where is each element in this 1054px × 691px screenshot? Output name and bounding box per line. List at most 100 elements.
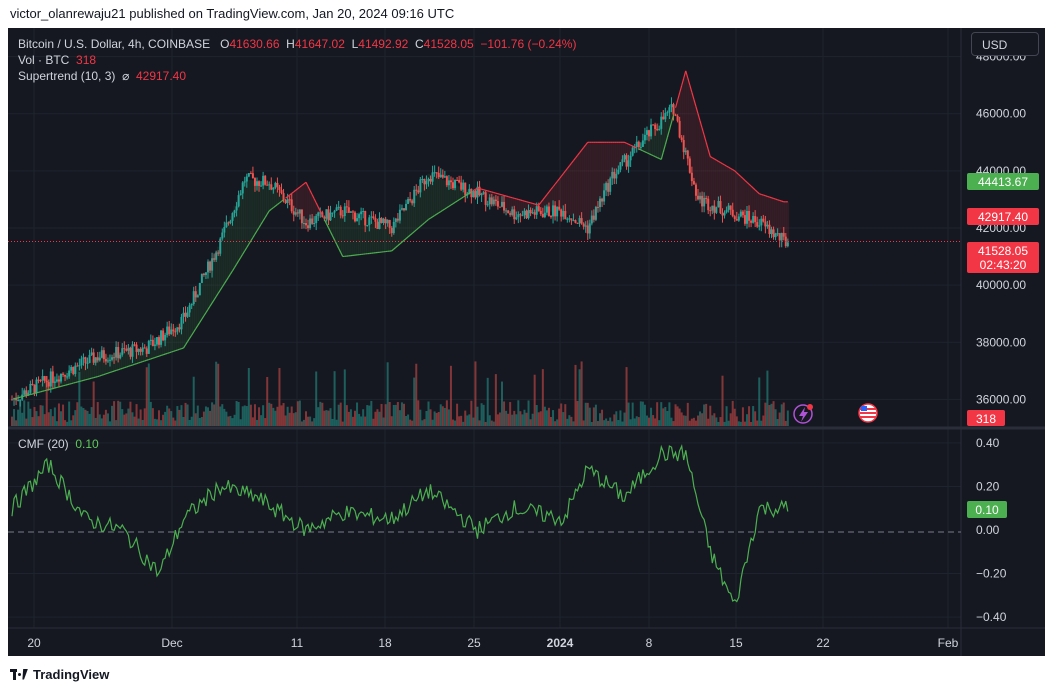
supertrend-fill-strip [654, 127, 657, 157]
supertrend-segment [109, 371, 113, 374]
supertrend-fill-strip [754, 189, 757, 221]
price-axis[interactable]: 36000.0038000.0040000.0042000.0044000.00… [976, 50, 1026, 407]
cmf-tick-label: −0.40 [976, 610, 1007, 624]
volume-bar [284, 415, 287, 426]
lightning-icon[interactable] [793, 404, 813, 424]
volume-bar [737, 421, 740, 426]
volume-bar [341, 421, 344, 426]
candle-body [470, 188, 473, 198]
volume-bar [64, 420, 67, 426]
supertrend-segment [705, 142, 709, 150]
volume-bar [70, 420, 73, 426]
volume-bar [439, 404, 442, 426]
candle-body [780, 232, 783, 241]
candle-body [709, 210, 712, 212]
supertrend-segment [415, 227, 419, 231]
supertrend-segment [769, 196, 772, 199]
supertrend-fill-strip [431, 175, 434, 217]
cmf-badge: 0.10 [967, 501, 1007, 518]
volume-bar [449, 365, 452, 426]
supertrend-fill-strip [400, 212, 404, 243]
volume-bar [435, 412, 438, 426]
candle-body [325, 209, 328, 219]
volume-bar [619, 410, 622, 426]
volume-label[interactable]: Vol · BTC [18, 53, 70, 67]
supertrend-fill-strip [259, 181, 263, 225]
supertrend-fill-strip [545, 194, 549, 212]
supertrend-fill-strip [711, 157, 714, 205]
supertrend-fill-strip [313, 198, 316, 220]
supertrend-fill-strip [455, 185, 459, 202]
supertrend-segment [759, 193, 762, 195]
volume-bar [362, 409, 365, 426]
candle-body [639, 146, 642, 148]
candle-body [507, 210, 510, 214]
candle-body [319, 212, 322, 214]
candle-body [349, 211, 352, 213]
supertrend-segment [644, 151, 648, 154]
supertrend-segment [399, 241, 403, 245]
volume-bar [601, 409, 604, 426]
candle-body [433, 172, 436, 174]
candle-body [517, 214, 520, 218]
volume-bar [672, 421, 675, 426]
supertrend-fill-strip [311, 194, 314, 221]
candle-body [317, 212, 320, 216]
volume-bar [135, 404, 138, 426]
candle-body [286, 199, 289, 204]
supertrend-segment [258, 223, 262, 228]
supertrend-fill-strip [649, 131, 653, 155]
volume-bar [754, 411, 757, 426]
supertrend-fill-strip [353, 215, 357, 256]
candle-body [15, 398, 18, 401]
supertrend-segment [570, 160, 574, 164]
supertrend-label[interactable]: Supertrend (10, 3) [18, 69, 116, 83]
volume-bar [527, 400, 530, 426]
candle-body [496, 201, 499, 207]
chart-svg[interactable]: 36000.0038000.0040000.0042000.0044000.00… [8, 28, 1045, 656]
time-axis[interactable]: 20 Dec 11 18 25 2024 8 15 22 Feb [27, 636, 958, 650]
tradingview-logo[interactable]: TradingView [10, 667, 109, 682]
supertrend-fill-strip [235, 200, 238, 265]
supertrend-segment [534, 203, 537, 206]
supertrend-segment [279, 200, 282, 204]
supertrend-fill-strip [182, 319, 185, 348]
volume-bar [756, 420, 759, 426]
supertrend-fill-strip [498, 194, 502, 206]
us-flag-icon[interactable] [858, 403, 878, 423]
supertrend-segment [229, 270, 234, 275]
candle-body [174, 331, 177, 333]
volume-bar [382, 417, 385, 426]
supertrend-fill-strip [225, 226, 228, 281]
candle-body [356, 218, 359, 222]
supertrend-segment [475, 187, 478, 190]
supertrend-fill-strip [445, 181, 449, 208]
candle-body [603, 190, 606, 202]
volume-bar [741, 407, 744, 426]
volume-bar [509, 402, 512, 426]
volume-bar [558, 408, 561, 426]
supertrend-fill-strip [90, 359, 93, 379]
symbol-label[interactable]: Bitcoin / U.S. Dollar, 4h, COINBASE [18, 37, 211, 51]
supertrend-fill-strip [676, 100, 679, 124]
supertrend-segment [264, 213, 268, 218]
volume-bar [92, 381, 95, 426]
currency-button[interactable]: USD [971, 32, 1039, 56]
supertrend-segment [546, 191, 550, 196]
candle-body [182, 312, 185, 317]
candle-body [456, 180, 459, 182]
chart-area[interactable]: 36000.00 38000.00 40000.00 42000.00 44000.00… [8, 28, 1045, 656]
candle-body [272, 187, 275, 190]
candle-body [694, 184, 697, 196]
cmf-axis[interactable]: −0.40 −0.20 0.00 0.20 0.40 [976, 436, 1007, 624]
cmf-label[interactable]: CMF (20) [18, 437, 69, 451]
candle-body [778, 233, 781, 241]
volume-bar [676, 406, 679, 426]
candle-body [109, 359, 111, 361]
volume-bar [53, 407, 56, 426]
candle-body [143, 347, 146, 349]
candle-body [786, 242, 789, 247]
volume-bar [768, 405, 771, 426]
supertrend-fill-strip [782, 201, 786, 242]
volume-bar [660, 402, 663, 426]
